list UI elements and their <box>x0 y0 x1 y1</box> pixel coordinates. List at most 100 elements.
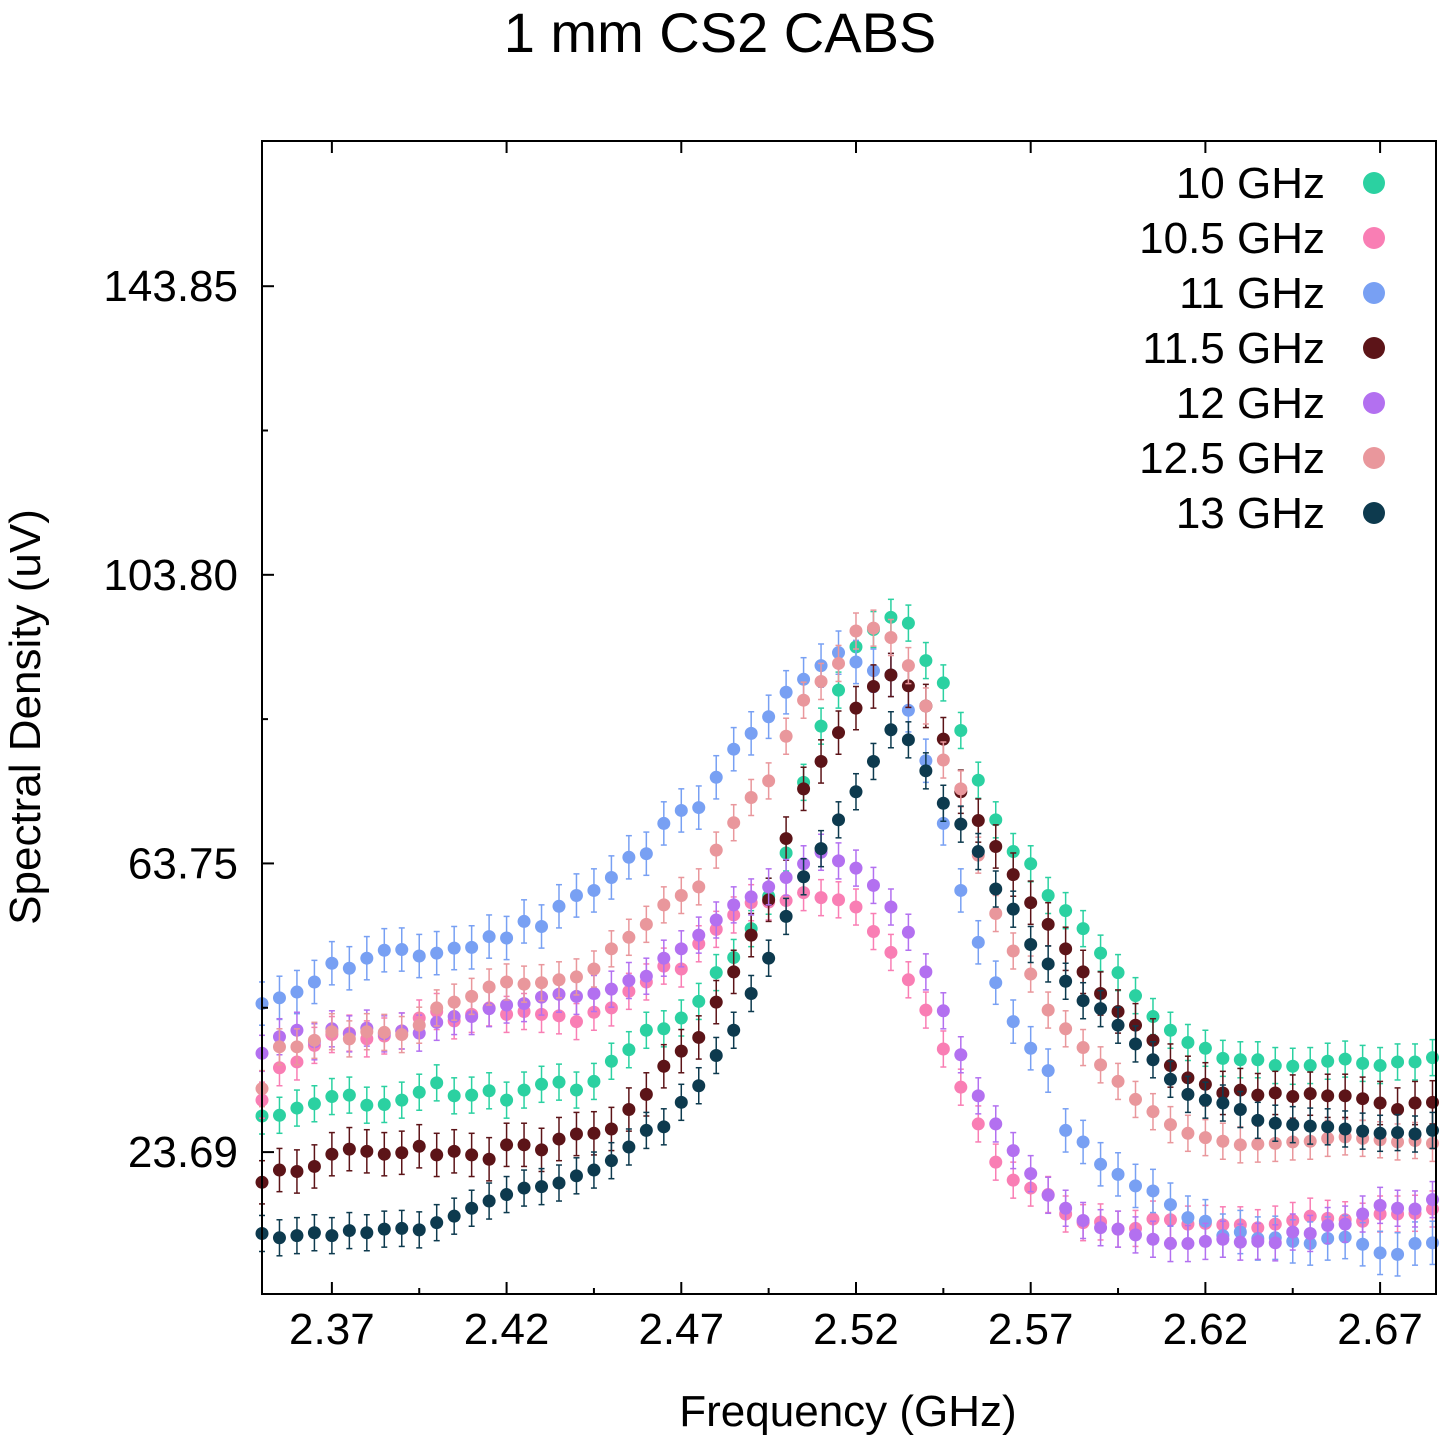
data-point <box>1163 1198 1177 1212</box>
data-point <box>307 975 321 989</box>
data-point <box>412 1139 426 1153</box>
data-point <box>797 693 811 707</box>
data-point <box>482 980 496 994</box>
data-point <box>447 1144 461 1158</box>
plot-frame <box>261 140 1437 1295</box>
x-axis: 2.37 2.42 2.47 2.52 2.57 2.62 2.67 <box>289 141 1423 1354</box>
data-point <box>832 813 846 827</box>
series-6 <box>255 710 1440 1257</box>
data-point <box>430 1148 444 1162</box>
data-point <box>1303 1087 1317 1101</box>
data-point <box>1076 1213 1090 1227</box>
data-point <box>1408 1127 1422 1141</box>
data-point <box>866 754 880 768</box>
x-tick-label: 2.67 <box>1337 1305 1423 1354</box>
data-point <box>1303 1059 1317 1073</box>
data-point <box>919 654 933 668</box>
data-point <box>989 813 1003 827</box>
data-point <box>517 1083 531 1097</box>
data-point <box>465 1148 479 1162</box>
data-point <box>797 672 811 686</box>
data-point <box>517 914 531 928</box>
x-tick-label: 2.62 <box>1163 1305 1249 1354</box>
data-point <box>727 742 741 756</box>
data-point <box>1129 989 1143 1003</box>
data-point <box>849 655 863 669</box>
data-point <box>919 965 933 979</box>
data-point <box>395 1221 409 1235</box>
data-point <box>1426 1095 1440 1109</box>
data-point <box>622 930 636 944</box>
data-point <box>744 790 758 804</box>
data-point <box>569 989 583 1003</box>
data-point <box>325 1229 339 1243</box>
data-point <box>849 624 863 638</box>
data-point <box>936 732 950 746</box>
data-point <box>849 861 863 875</box>
data-point <box>639 969 653 983</box>
data-point <box>1163 1118 1177 1132</box>
data-point <box>482 1152 496 1166</box>
data-point <box>1041 1003 1055 1017</box>
data-point <box>936 796 950 810</box>
x-tick-label: 2.52 <box>813 1305 899 1354</box>
data-point <box>1286 1090 1300 1104</box>
data-point <box>1163 1072 1177 1086</box>
data-point <box>832 854 846 868</box>
data-point <box>1129 1228 1143 1242</box>
data-point <box>272 1108 286 1122</box>
data-point <box>901 679 915 693</box>
data-point <box>901 659 915 673</box>
data-point <box>989 1155 1003 1169</box>
data-point <box>1268 1236 1282 1250</box>
data-point <box>814 842 828 856</box>
data-point <box>1356 1237 1370 1251</box>
x-axis-label: Frequency (GHz) <box>679 1387 1016 1436</box>
data-point <box>692 880 706 894</box>
data-point <box>692 928 706 942</box>
data-point <box>1233 1083 1247 1097</box>
data-point <box>412 1223 426 1237</box>
data-point <box>1181 1087 1195 1101</box>
data-point <box>377 1222 391 1236</box>
data-point <box>1181 1126 1195 1140</box>
data-point <box>1426 1236 1440 1250</box>
data-point <box>1338 1089 1352 1103</box>
data-point <box>1408 1096 1422 1110</box>
data-point <box>517 997 531 1011</box>
data-point <box>989 882 1003 896</box>
legend-marker <box>1363 447 1385 469</box>
data-point <box>307 1033 321 1047</box>
data-point <box>622 1043 636 1057</box>
data-point <box>709 913 723 927</box>
legend-marker <box>1363 392 1385 414</box>
data-point <box>569 1015 583 1029</box>
data-point <box>744 890 758 904</box>
data-point <box>866 621 880 635</box>
data-point <box>1373 1059 1387 1073</box>
data-point <box>290 1101 304 1115</box>
data-point <box>395 943 409 957</box>
data-point <box>832 656 846 670</box>
data-point <box>307 1097 321 1111</box>
data-point <box>1129 1037 1143 1051</box>
data-point <box>674 888 688 902</box>
data-point <box>1198 1041 1212 1055</box>
data-point <box>744 986 758 1000</box>
data-point <box>412 1085 426 1099</box>
data-point <box>814 754 828 768</box>
data-point <box>1251 1113 1265 1127</box>
data-point <box>1286 1059 1300 1073</box>
data-point <box>604 942 618 956</box>
data-point <box>849 900 863 914</box>
data-point <box>552 973 566 987</box>
data-point <box>1181 1211 1195 1225</box>
data-point <box>1146 1212 1160 1226</box>
data-point <box>814 891 828 905</box>
data-point <box>272 1231 286 1245</box>
data-point <box>1391 1103 1405 1117</box>
data-point <box>360 1098 374 1112</box>
data-point <box>884 631 898 645</box>
x-tick-label: 2.57 <box>988 1305 1074 1354</box>
series-2 <box>255 630 1440 1277</box>
